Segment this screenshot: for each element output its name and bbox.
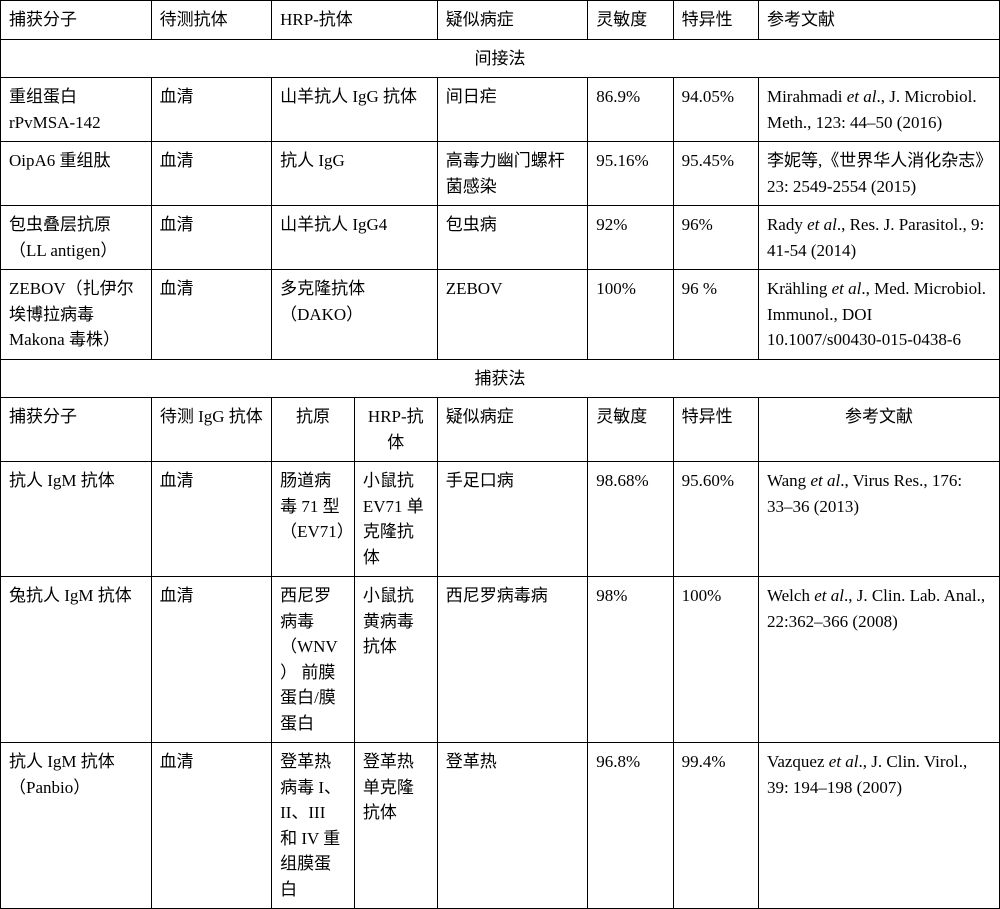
- cell-igg: 血清: [151, 743, 271, 909]
- header-antibody: 待测抗体: [151, 1, 271, 40]
- header-antigen: 抗原: [272, 398, 355, 462]
- table-row: 重组蛋白 rPvMSA-142 血清 山羊抗人 IgG 抗体 间日疟 86.9%…: [1, 78, 1000, 142]
- section-indirect-row: 间接法: [1, 39, 1000, 78]
- header-reference2: 参考文献: [758, 398, 999, 462]
- cell-igg: 血清: [151, 462, 271, 577]
- cell-capture: 抗人 IgM 抗体（Panbio）: [1, 743, 152, 909]
- cell-sensitivity: 96.8%: [588, 743, 673, 909]
- cell-reference: Vazquez et al., J. Clin. Virol., 39: 194…: [758, 743, 999, 909]
- cell-antigen: 西尼罗病毒 （WNV） 前膜蛋白/膜蛋白: [272, 577, 355, 743]
- cell-reference: Welch et al., J. Clin. Lab. Anal., 22:36…: [758, 577, 999, 743]
- cell-disease: 西尼罗病毒病: [437, 577, 588, 743]
- cell-reference: 李妮等,《世界华人消化杂志》23: 2549-2554 (2015): [758, 142, 999, 206]
- cell-hrp: 山羊抗人 IgG4: [272, 206, 438, 270]
- header-specificity2: 特异性: [673, 398, 758, 462]
- cell-capture: 抗人 IgM 抗体: [1, 462, 152, 577]
- table-row: 抗人 IgM 抗体（Panbio） 血清 登革热病毒 I、II、III 和 IV…: [1, 743, 1000, 909]
- header-hrp: HRP-抗体: [272, 1, 438, 40]
- cell-sensitivity: 86.9%: [588, 78, 673, 142]
- cell-capture: 包虫叠层抗原 （LL antigen）: [1, 206, 152, 270]
- cell-specificity: 95.60%: [673, 462, 758, 577]
- section-capture-row: 捕获法: [1, 359, 1000, 398]
- cell-antigen: 肠道病毒 71 型 （EV71）: [272, 462, 355, 577]
- cell-reference: Krähling et al., Med. Microbiol. Immunol…: [758, 270, 999, 360]
- header-specificity: 特异性: [673, 1, 758, 40]
- cell-specificity: 99.4%: [673, 743, 758, 909]
- cell-sensitivity: 92%: [588, 206, 673, 270]
- cell-specificity: 94.05%: [673, 78, 758, 142]
- cell-hrp: 小鼠抗 EV71 单克隆抗体: [354, 462, 437, 577]
- cell-hrp: 多克隆抗体 （DAKO）: [272, 270, 438, 360]
- cell-hrp: 登革热单克隆抗体: [354, 743, 437, 909]
- cell-antibody: 血清: [151, 270, 271, 360]
- cell-hrp: 小鼠抗黄病毒抗体: [354, 577, 437, 743]
- cell-sensitivity: 95.16%: [588, 142, 673, 206]
- table-row: OipA6 重组肽 血清 抗人 IgG 高毒力幽门螺杆菌感染 95.16% 95…: [1, 142, 1000, 206]
- header-hrp2: HRP-抗体: [354, 398, 437, 462]
- header-igg: 待测 IgG 抗体: [151, 398, 271, 462]
- header-capture: 捕获分子: [1, 1, 152, 40]
- cell-antibody: 血清: [151, 206, 271, 270]
- cell-hrp: 抗人 IgG: [272, 142, 438, 206]
- header-disease2: 疑似病症: [437, 398, 588, 462]
- cell-hrp: 山羊抗人 IgG 抗体: [272, 78, 438, 142]
- cell-disease: 手足口病: [437, 462, 588, 577]
- cell-specificity: 96%: [673, 206, 758, 270]
- header-sensitivity: 灵敏度: [588, 1, 673, 40]
- cell-capture: ZEBOV（扎伊尔埃博拉病毒 Makona 毒株）: [1, 270, 152, 360]
- cell-antibody: 血清: [151, 78, 271, 142]
- cell-antigen: 登革热病毒 I、II、III 和 IV 重组膜蛋白: [272, 743, 355, 909]
- cell-disease: 登革热: [437, 743, 588, 909]
- cell-disease: 高毒力幽门螺杆菌感染: [437, 142, 588, 206]
- cell-capture: 重组蛋白 rPvMSA-142: [1, 78, 152, 142]
- cell-sensitivity: 100%: [588, 270, 673, 360]
- cell-capture: 兔抗人 IgM 抗体: [1, 577, 152, 743]
- cell-sensitivity: 98.68%: [588, 462, 673, 577]
- capture-header-row: 捕获分子 待测 IgG 抗体 抗原 HRP-抗体 疑似病症 灵敏度 特异性 参考…: [1, 398, 1000, 462]
- header-disease: 疑似病症: [437, 1, 588, 40]
- cell-disease: 包虫病: [437, 206, 588, 270]
- cell-igg: 血清: [151, 577, 271, 743]
- table-row: 抗人 IgM 抗体 血清 肠道病毒 71 型 （EV71） 小鼠抗 EV71 单…: [1, 462, 1000, 577]
- section-capture-title: 捕获法: [1, 359, 1000, 398]
- section-indirect-title: 间接法: [1, 39, 1000, 78]
- table-row: ZEBOV（扎伊尔埃博拉病毒 Makona 毒株） 血清 多克隆抗体 （DAKO…: [1, 270, 1000, 360]
- header-sensitivity2: 灵敏度: [588, 398, 673, 462]
- indirect-header-row: 捕获分子 待测抗体 HRP-抗体 疑似病症 灵敏度 特异性 参考文献: [1, 1, 1000, 40]
- cell-reference: Wang et al., Virus Res., 176: 33–36 (201…: [758, 462, 999, 577]
- cell-reference: Rady et al., Res. J. Parasitol., 9: 41-5…: [758, 206, 999, 270]
- table-row: 包虫叠层抗原 （LL antigen） 血清 山羊抗人 IgG4 包虫病 92%…: [1, 206, 1000, 270]
- cell-reference: Mirahmadi et al., J. Microbiol. Meth., 1…: [758, 78, 999, 142]
- header-reference: 参考文献: [758, 1, 999, 40]
- cell-specificity: 95.45%: [673, 142, 758, 206]
- table-row: 兔抗人 IgM 抗体 血清 西尼罗病毒 （WNV） 前膜蛋白/膜蛋白 小鼠抗黄病…: [1, 577, 1000, 743]
- cell-capture: OipA6 重组肽: [1, 142, 152, 206]
- cell-disease: 间日疟: [437, 78, 588, 142]
- cell-specificity: 96 %: [673, 270, 758, 360]
- cell-specificity: 100%: [673, 577, 758, 743]
- header-capture2: 捕获分子: [1, 398, 152, 462]
- data-table: 捕获分子 待测抗体 HRP-抗体 疑似病症 灵敏度 特异性 参考文献 间接法 重…: [0, 0, 1000, 909]
- cell-disease: ZEBOV: [437, 270, 588, 360]
- cell-sensitivity: 98%: [588, 577, 673, 743]
- cell-antibody: 血清: [151, 142, 271, 206]
